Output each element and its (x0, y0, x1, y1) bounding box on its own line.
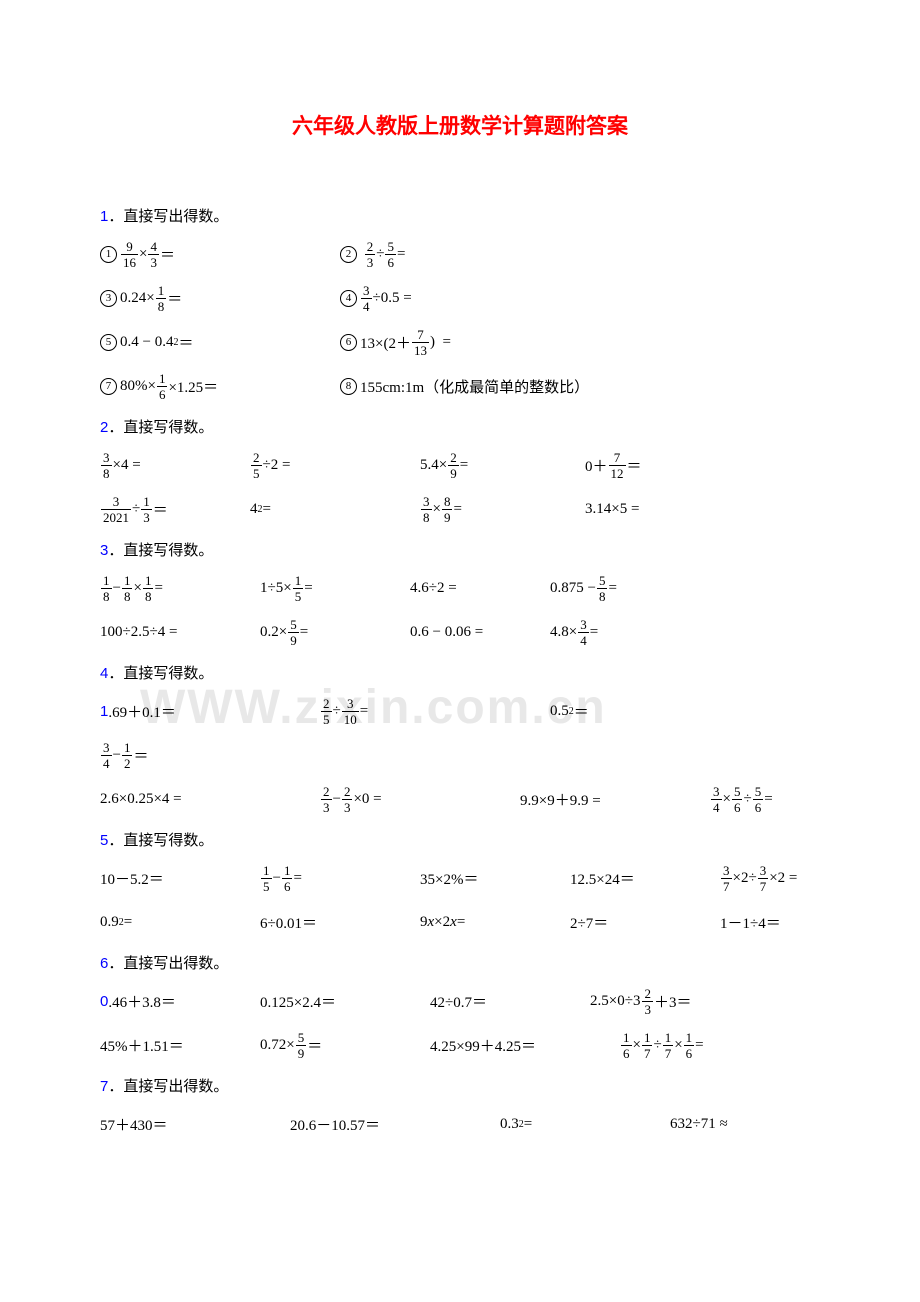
problem: 100÷2.5÷4 = (100, 624, 260, 641)
s3-row2: 100÷2.5÷4 = 0.2×59 = 0.6 − 0.06 = 4.8×34… (100, 614, 820, 650)
problem: 1－1÷4＝ (720, 912, 781, 933)
problem: 0.875 − 58 = (550, 574, 617, 603)
section-text: ．直接写出得数。 (108, 956, 228, 972)
page-title: 六年级人教版上册数学计算题附答案 (100, 110, 820, 140)
problem: 0.72×59＝ (260, 1031, 430, 1060)
section-4-head: 4．直接写得数。 (100, 662, 820, 683)
section-5-head: 5．直接写得数。 (100, 829, 820, 850)
s2-row2: 32021÷13＝ 42 = 38×89 = 3.14×5 = (100, 491, 820, 527)
problem: 9.9×9＋9.9 = (520, 789, 710, 810)
s3-row1: 18 − 18×18 = 1÷5×15 = 4.6÷2 = 0.875 − 58… (100, 570, 820, 606)
s5-row1: 10－5.2＝ 15 − 16 = 35×2%＝ 12.5×24＝ 37×2÷3… (100, 860, 820, 896)
problem: 3 0.24×18＝ (100, 284, 340, 313)
section-1-head: 1．直接写出得数。 (100, 205, 820, 226)
problem: 4 34÷0.5 = (340, 284, 412, 313)
problem: 1 916×43＝ (100, 240, 340, 269)
problem: 15 − 16 = (260, 864, 420, 893)
problem: 18 − 18×18 = (100, 574, 260, 603)
problem: 0.52＝ (550, 701, 589, 722)
problem: 0.92 = (100, 914, 260, 931)
section-text: ．直接写得数。 (108, 420, 213, 436)
s5-row2: 0.92 = 6÷0.01＝ 9x×2x = 2÷7＝ 1－1÷4＝ (100, 904, 820, 940)
problem: 4.8×34 = (550, 618, 598, 647)
problem: 5 0.4 − 0.42＝ (100, 332, 340, 353)
problem: 9x×2x = (420, 914, 570, 931)
problem: 45%＋1.51＝ (100, 1035, 260, 1056)
s2-row1: 38×4 = 25÷2 = 5.4×29 = 0＋712＝ (100, 447, 820, 483)
problem: 0.125×2.4＝ (260, 991, 430, 1012)
section-7-head: 7．直接写出得数。 (100, 1075, 820, 1096)
problem: 2.5×0÷323＋3＝ (590, 987, 691, 1016)
problem: 4.6÷2 = (410, 580, 550, 597)
problem: 10－5.2＝ (100, 868, 260, 889)
problem: 37×2÷37×2 = (720, 864, 797, 893)
s4-row1: 1.69＋0.1＝ 25÷310 = 0.52＝ (100, 693, 820, 729)
problem: 3.14×5 = (585, 501, 639, 518)
section-text: ．直接写得数。 (108, 543, 213, 559)
problem: 2.6×0.25×4 = (100, 791, 320, 808)
s1-row2: 3 0.24×18＝ 4 34÷0.5 = (100, 280, 820, 316)
section-text: ．直接写出得数。 (108, 209, 228, 225)
s7-row1: 57＋430＝ 20.6－10.57＝ 0.32 = 632÷71 ≈ (100, 1106, 820, 1142)
problem: 16×17÷17×16 = (620, 1031, 704, 1060)
problem: 6 13×(2＋713) = (340, 328, 451, 357)
problem: 42 = (250, 501, 420, 518)
problem: 0.46＋3.8＝ (100, 991, 260, 1012)
problem: 7 80%×16×1.25＝ (100, 372, 340, 401)
problem: 35×2%＝ (420, 868, 570, 889)
problem: 32021÷13＝ (100, 495, 250, 524)
problem: 0.6 − 0.06 = (410, 624, 550, 641)
problem: 1.69＋0.1＝ (100, 701, 320, 722)
s6-row2: 45%＋1.51＝ 0.72×59＝ 4.25×99＋4.25＝ 16×17÷1… (100, 1027, 820, 1063)
document-content: 六年级人教版上册数学计算题附答案 1．直接写出得数。 1 916×43＝ 2 2… (100, 110, 820, 1142)
problem: 34×56÷56 = (710, 785, 773, 814)
problem: 57＋430＝ (100, 1114, 290, 1135)
p8-text: 155cm:1m（化成最简单的整数比） (360, 376, 589, 397)
problem: 38×4 = (100, 451, 250, 480)
problem: 0＋712＝ (585, 451, 642, 480)
problem: 1÷5×15 = (260, 574, 410, 603)
problem: 12.5×24＝ (570, 868, 720, 889)
s6-row1: 0.46＋3.8＝ 0.125×2.4＝ 42÷0.7＝ 2.5×0÷323＋3… (100, 983, 820, 1019)
problem: 0.2×59 = (260, 618, 410, 647)
section-text: ．直接写出得数。 (108, 1079, 228, 1095)
section-text: ．直接写得数。 (108, 666, 213, 682)
problem: 4.25×99＋4.25＝ (430, 1035, 620, 1056)
s1-row1: 1 916×43＝ 2 23÷56 = (100, 236, 820, 272)
section-3-head: 3．直接写得数。 (100, 539, 820, 560)
problem: 20.6－10.57＝ (290, 1114, 500, 1135)
problem: 632÷71 ≈ (670, 1116, 728, 1133)
problem: 38×89 = (420, 495, 585, 524)
problem: 0.32 = (500, 1116, 670, 1133)
problem: 34 − 12＝ (100, 741, 148, 770)
s1-row3: 5 0.4 − 0.42＝ 6 13×(2＋713) = (100, 324, 820, 360)
section-2-head: 2．直接写得数。 (100, 416, 820, 437)
problem: 25÷2 = (250, 451, 420, 480)
section-text: ．直接写得数。 (108, 833, 213, 849)
problem: 25÷310 = (320, 697, 550, 726)
problem: 8155cm:1m（化成最简单的整数比） (340, 376, 589, 397)
problem: 6÷0.01＝ (260, 912, 420, 933)
s1-row4: 7 80%×16×1.25＝ 8155cm:1m（化成最简单的整数比） (100, 368, 820, 404)
problem: 42÷0.7＝ (430, 991, 590, 1012)
problem: 2÷7＝ (570, 912, 720, 933)
s4-row3: 2.6×0.25×4 = 23 − 23×0 = 9.9×9＋9.9 = 34×… (100, 781, 820, 817)
problem: 5.4×29 = (420, 451, 585, 480)
section-6-head: 6．直接写出得数。 (100, 952, 820, 973)
s4-row2: 34 − 12＝ (100, 737, 820, 773)
problem: 2 23÷56 = (340, 240, 405, 269)
problem: 23 − 23×0 = (320, 785, 520, 814)
